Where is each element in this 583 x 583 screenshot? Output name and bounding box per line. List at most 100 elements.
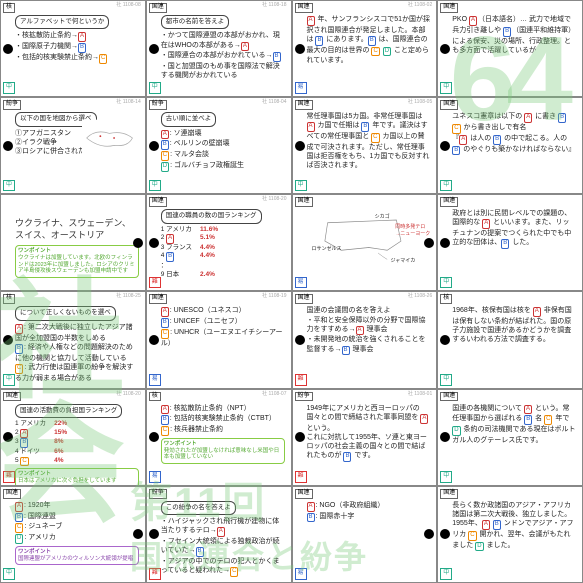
flashcard: 社 1108-01紛争難1949年にアメリカと西ヨーロッパの国々との間で締結され… — [292, 389, 438, 486]
card-id: 社 1108-20 — [116, 391, 140, 398]
flashcard: 核中1968年、核保有国は核を A 非保有国は保有しない条約が結ばれた。国の原子… — [437, 291, 583, 388]
question-bubble: 国連の職員の数の国ランキング — [161, 209, 262, 223]
card-id: 社 1108-18 — [262, 2, 286, 9]
card-body: 長らく数か政諸国のアジア・アフリカ諸国は第二次大戦後、独立しました。1955年、… — [452, 501, 576, 552]
card-line: 『A は人の B の中で起こる。人の B のやぐりも築かなければならない』 — [452, 134, 576, 156]
card-id: 社 1108-19 — [262, 293, 286, 300]
punch-dot — [149, 44, 159, 54]
category-tag: 国連 — [295, 3, 313, 13]
difficulty-badge: 難 — [3, 471, 15, 483]
punch-dot — [149, 335, 159, 345]
card-body: 国連の各機関について A という。常任理事国から選ばれる B 名 C 年で D … — [452, 404, 576, 445]
card-body: 1968年、核保有国は核を A 非保有国は保有しない条約が結ばれた。国の原子力施… — [452, 306, 576, 344]
card-line: ・平和と安全保障以外の分野で国際協力をすすめる→A 理事会 — [307, 316, 431, 336]
card-body: A: 核拡散防止条約（NPT）B: 包括的核実験禁止条約（CTBT）C: 核兵器… — [161, 404, 285, 464]
card-body: A: NGO（非政府組織）B: 国際赤十字 — [307, 501, 431, 523]
card-line: ・核拡散防止条約→A — [15, 31, 139, 42]
category-tag: 紛争 — [3, 100, 21, 110]
flashcard: 国連中 ユネスコ憲章は以下の A に書き B C から書き出しで有名『A は人の … — [437, 97, 583, 194]
question-bubble: 都市の名前を答えよ — [161, 15, 230, 29]
card-body: 古い順に並べよA: ソ連崩壊B: ベルリンの壁崩壊C: マルタ会談D: ゴルバチ… — [161, 112, 285, 172]
card-line: B: UNICEF（ユニセフ） — [161, 317, 285, 328]
card-line: A: UNESCO（ユネスコ） — [161, 306, 285, 317]
difficulty-badge: 難 — [149, 568, 161, 580]
category-tag: 国連 — [440, 100, 458, 110]
category-tag: 国連 — [440, 197, 458, 207]
card-body: A: UNESCO（ユネスコ）B: UNICEF（ユニセフ）C: UNHCR（ユ… — [161, 306, 285, 347]
punch-dot — [133, 238, 143, 248]
flashcard: 社 1108-04紛争中古い順に並べよA: ソ連崩壊B: ベルリンの壁崩壊C: … — [146, 97, 292, 194]
category-tag: 国連 — [440, 3, 458, 13]
difficulty-badge: 易 — [295, 568, 307, 580]
category-tag: 紛争 — [295, 392, 313, 402]
card-id: 社 1108-01 — [408, 391, 432, 398]
card-line: ・国と加盟国のもめ事を国際法で解決する機関がおかれている — [161, 62, 285, 80]
card-body: ウクライナ、スウェーデン、スイス、オーストリアワンポイントウクライナは加盟してい… — [15, 218, 139, 278]
flashcard: ウクライナ、スウェーデン、スイス、オーストリアワンポイントウクライナは加盟してい… — [0, 194, 146, 291]
flashcard: 国連中PKO A（日本語名）… 武力で地域で兵力引き離しや B（国連平和維持軍）… — [437, 0, 583, 97]
category-tag: 紛争 — [149, 100, 167, 110]
punch-dot — [3, 335, 13, 345]
difficulty-badge: 難 — [149, 277, 161, 289]
category-tag: 核 — [3, 3, 15, 13]
difficulty-badge: 中 — [440, 568, 452, 580]
card-id: 社 1108-25 — [116, 293, 140, 300]
question-bubble: この紛争の名を答えよ — [161, 501, 236, 515]
flashcard: 社 1108-19国連易A: UNESCO（ユネスコ）B: UNICEF（ユニセ… — [146, 291, 292, 388]
flashcard: 国連中国連の各機関について A という。常任理事国から選ばれる B 名 C 年で… — [437, 389, 583, 486]
difficulty-badge: 中 — [295, 180, 307, 192]
card-line: ・かつて国際連盟の本部がおかれ、現在はWHOの本部がある→A — [161, 31, 285, 51]
card-line: 長らく数か政諸国のアジア・アフリカ諸国は第二次大戦後、独立しました。1955年、… — [452, 501, 576, 552]
flashcard: 国連中政府とは別に民間レベルでの課題の、国際的な A といいます。また、リッチュ… — [437, 194, 583, 291]
difficulty-badge: 難 — [295, 374, 307, 386]
card-line: A 年、サンフランシスコで51か国が採択され国際連合が発足しました。本部は B … — [307, 15, 431, 66]
card-line: ・国際原子力機関→B — [15, 42, 139, 53]
punch-dot — [440, 335, 450, 345]
category-tag: 国連 — [295, 294, 313, 304]
flashcard: 国連易A: NGO（非政府組織）B: 国際赤十字 — [292, 486, 438, 583]
difficulty-badge: 中 — [149, 82, 161, 94]
category-tag: 核 — [440, 294, 452, 304]
card-line: A: 1920年 — [15, 501, 139, 512]
card-line: A: NGO（非政府組織） — [307, 501, 431, 512]
flashcard: 社 1108-05国連中常任理事国は5カ国。非常任理事国は A カ国で任期は B… — [292, 97, 438, 194]
card-line: A: 核拡散防止条約（NPT） — [161, 404, 285, 415]
flashcard: 社 1108-25核中について正しくないものを選べA: 第二次大戦後に独立したア… — [0, 291, 146, 388]
card-id: 社 1108-05 — [408, 99, 432, 106]
category-tag: 国連 — [149, 294, 167, 304]
card-line: A: 第二次大戦後に独立したアジア諸国が全加盟国の半数をしめる — [15, 323, 139, 343]
card-line: B: 国際赤十字 — [307, 512, 431, 523]
flashcard: 紛争難この紛争の名を答えよ・ハイジャックされ飛行機が建物に体当たりするテロ→A・… — [146, 486, 292, 583]
card-body: 都市の名前を答えよ・かつて国際連盟の本部がおかれ、現在はWHOの本部がある→A ・… — [161, 15, 285, 80]
question-bubble: 国連の活動費の負担国ランキング — [15, 404, 122, 418]
card-id: 社 1108-02 — [408, 2, 432, 9]
card-body: この紛争の名を答えよ・ハイジャックされ飛行機が建物に体当たりするテロ→A・フセイ… — [161, 501, 285, 577]
card-line: ユネスコ憲章は以下の A に書き B C から書き出しで有名 — [452, 112, 576, 134]
difficulty-badge: 中 — [3, 180, 15, 192]
card-line: ・ハイジャックされ飛行機が建物に体当たりするテロ→A — [161, 517, 285, 537]
card-line: C: 武力行使は国連軍の紛争を解決する力が弱まる場合がある — [15, 363, 139, 383]
card-id: 社 1108-14 — [116, 99, 140, 106]
punch-dot — [295, 141, 305, 151]
punch-dot — [295, 432, 305, 442]
card-line: 国連の各機関について A という。常任理事国から選ばれる B 名 C 年で D … — [452, 404, 576, 445]
card-line: C: マルタ会談 — [161, 150, 285, 161]
card-body: 以下の国を地図から選べ①アフガニスタン②イラク戦争③ロシアに併合されたクウェート — [15, 112, 139, 156]
category-tag: 国連 — [440, 392, 458, 402]
card-line: ・未開発地の統治を強くされることを監督する→B 理事会 — [307, 335, 431, 355]
category-tag: 核 — [149, 392, 161, 402]
punch-dot — [424, 529, 434, 539]
difficulty-badge: 易 — [295, 277, 307, 289]
card-body: について正しくないものを選べA: 第二次大戦後に独立したアジア諸国が全加盟国の半… — [15, 306, 139, 382]
hint-box: ワンポイントウクライナは加盟しています。北欧のフィンランドは2023年に加盟しま… — [15, 245, 139, 277]
card-body: 政府とは別に民間レベルでの課題の、国際的な A といいます。また、リッチュナンの… — [452, 209, 576, 249]
difficulty-badge: 中 — [440, 82, 452, 94]
difficulty-badge: 中 — [440, 180, 452, 192]
card-line: C: ジュネーブ — [15, 522, 139, 533]
flashcard: 国連中A: 1920年B: 国際連盟C: ジュネーブD: アメリカワンポイント国… — [0, 486, 146, 583]
card-body: A: 1920年B: 国際連盟C: ジュネーブD: アメリカワンポイント国際連盟… — [15, 501, 139, 565]
card-body: 国連の職員の数の国ランキング1 アメリカ11.6%2 A5.1%3 フランス4.… — [161, 209, 285, 279]
punch-dot — [149, 432, 159, 442]
difficulty-badge: 易 — [295, 82, 307, 94]
difficulty-badge: 中 — [3, 374, 15, 386]
